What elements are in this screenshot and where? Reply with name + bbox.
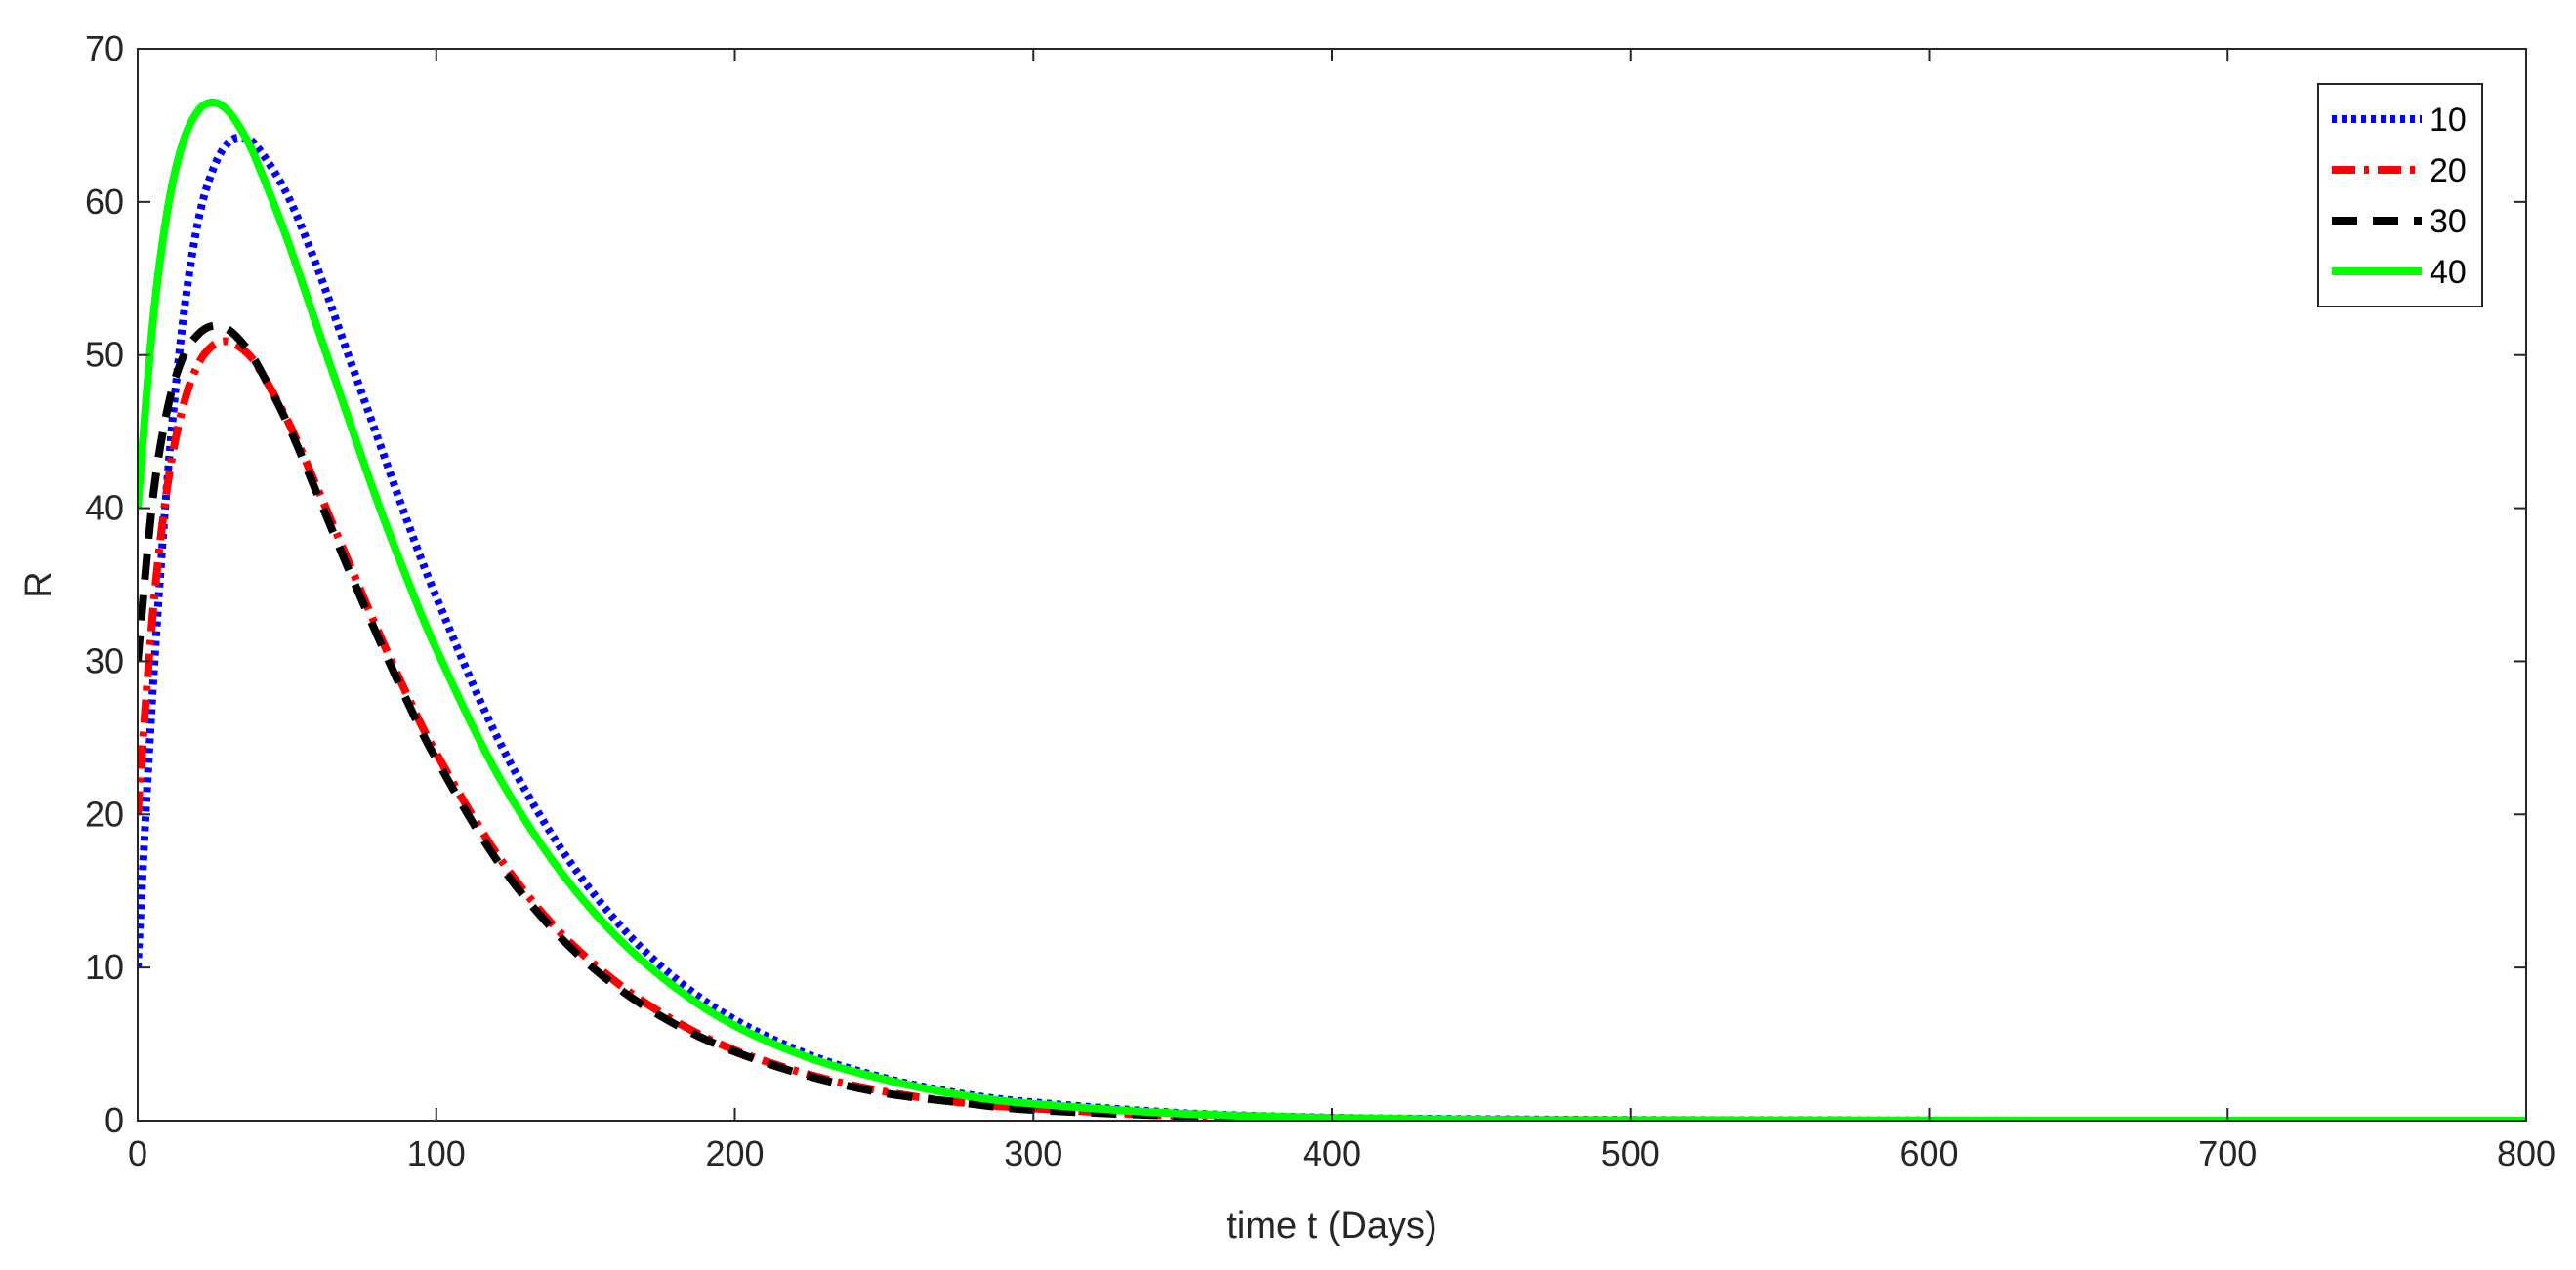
series-line-10: [138, 133, 2526, 1121]
y-tick-label: 20: [85, 794, 124, 834]
legend-label: 10: [2430, 102, 2467, 139]
legend-label: 20: [2430, 152, 2467, 189]
x-tick-label: 0: [128, 1133, 147, 1173]
y-tick-label: 70: [85, 28, 124, 68]
x-tick-label: 200: [705, 1133, 764, 1173]
y-axis: 0 10 20 30 40 50 60 70: [85, 28, 2526, 1140]
x-tick-label: 100: [407, 1133, 466, 1173]
x-tick-label: 300: [1004, 1133, 1062, 1173]
legend-label: 40: [2430, 254, 2467, 291]
y-tick-label: 30: [85, 640, 124, 680]
plot-background: [138, 49, 2526, 1121]
x-tick-label: 700: [2198, 1133, 2257, 1173]
y-tick-label: 50: [85, 335, 124, 375]
x-axis: 0 100 200 300 400 500 600 700 800: [128, 49, 2555, 1173]
y-tick-label: 0: [104, 1100, 124, 1140]
y-axis-label: R: [19, 571, 60, 597]
y-tick-label: 60: [85, 182, 124, 222]
y-tick-label: 10: [85, 947, 124, 987]
x-axis-label: time t (Days): [1226, 1206, 1436, 1247]
legend: 10 20 30 40: [2317, 83, 2483, 307]
legend-label: 30: [2430, 203, 2467, 240]
y-tick-label: 40: [85, 488, 124, 528]
x-tick-label: 800: [2497, 1133, 2555, 1173]
x-tick-label: 500: [1601, 1133, 1660, 1173]
x-tick-label: 600: [1899, 1133, 1958, 1173]
x-tick-label: 400: [1303, 1133, 1361, 1173]
